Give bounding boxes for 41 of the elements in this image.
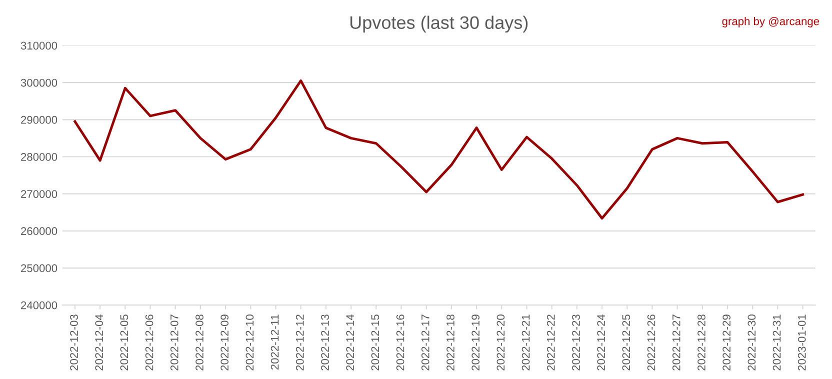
x-tick-label: 2022-12-17 <box>421 314 430 370</box>
x-tick-label: 2022-12-12 <box>296 314 304 370</box>
y-tick-label: 290000 <box>21 116 58 124</box>
x-tick-label: 2022-12-11 <box>270 314 279 370</box>
x-tick-label: 2022-12-28 <box>698 314 706 370</box>
x-tick-label: 2022-12-08 <box>196 314 204 370</box>
y-tick-label: 260000 <box>21 227 58 236</box>
x-tick-label: 2022-12-19 <box>472 314 480 370</box>
x-tick-label: 2022-12-09 <box>220 314 229 370</box>
x-tick-label: 2022-12-25 <box>622 314 630 370</box>
x-tick-label: 2022-12-06 <box>145 314 154 370</box>
y-tick-label: 250000 <box>21 264 58 272</box>
x-tick-label: 2022-12-03 <box>70 314 78 370</box>
x-tick-label: 2022-12-23 <box>572 314 580 370</box>
x-tick-label: 2022-12-10 <box>246 314 254 370</box>
x-tick-label: 2022-12-05 <box>120 314 128 370</box>
x-tick-label: 2022-12-22 <box>546 314 555 370</box>
x-tick-label: 2022-12-24 <box>597 314 606 370</box>
x-tick-label: 2022-12-27 <box>672 314 680 370</box>
x-tick-label: 2022-12-04 <box>95 314 104 370</box>
x-tick-label: 2022-12-15 <box>371 314 380 370</box>
x-tick-label: 2023-01-01 <box>798 314 806 370</box>
x-tick-label: 2022-12-29 <box>722 314 730 370</box>
y-tick-label: 280000 <box>21 153 58 161</box>
y-tick-label: 240000 <box>21 301 58 310</box>
y-tick-label: 270000 <box>21 190 58 198</box>
x-tick-label: 2022-12-16 <box>396 314 404 370</box>
x-tick-label: 2022-12-18 <box>446 314 454 370</box>
x-tick-label: 2022-12-30 <box>748 314 756 370</box>
text: graph by @arcange <box>722 17 820 28</box>
x-tick-label: 2022-12-20 <box>496 314 505 370</box>
x-tick-label: 2022-12-26 <box>647 314 656 370</box>
x-tick-label: 2022-12-13 <box>321 314 329 370</box>
x-tick-label: 2022-12-14 <box>346 314 354 370</box>
y-tick-label: 310000 <box>20 42 58 50</box>
x-tick-label: 2022-12-31 <box>772 314 781 370</box>
chart-title: Upvotes (last 30 days) <box>350 16 528 33</box>
x-tick-label: 2022-12-21 <box>522 314 530 370</box>
y-tick-label: 300000 <box>20 78 58 87</box>
x-tick-label: 2022-12-07 <box>170 314 178 370</box>
line-series <box>74 79 804 220</box>
